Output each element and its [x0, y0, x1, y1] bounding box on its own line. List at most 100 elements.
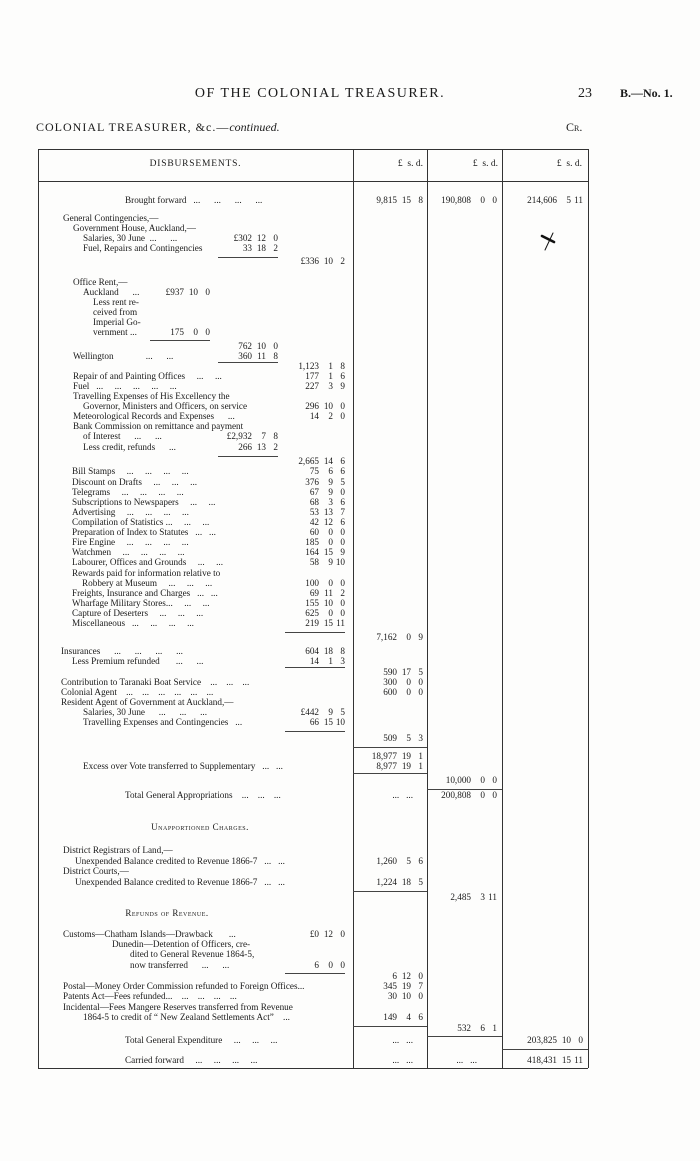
pence: 9: [418, 632, 423, 642]
pence: 0: [492, 775, 497, 785]
amount-outer: 1,123 1 8: [298, 361, 345, 371]
pounds: 18,977: [371, 751, 397, 761]
row-label: Miscellaneous ... ... ... ...: [72, 618, 194, 628]
pounds: 590: [383, 667, 397, 677]
pounds: 9,815: [376, 195, 397, 205]
row-label: Advertising ... ... ... ...: [72, 507, 189, 517]
pounds: 762: [238, 341, 252, 351]
pence: 7: [418, 981, 423, 991]
pence: 0: [205, 287, 210, 297]
shillings: 0: [480, 775, 485, 785]
row-label: Compilation of Statistics ... ... ...: [72, 517, 210, 527]
row-label: Fuel ... ... ... ... ...: [73, 381, 177, 391]
pounds: 203,825: [527, 1035, 557, 1045]
amount-outer: 66 15 10: [310, 717, 345, 727]
shillings: 19: [401, 761, 411, 771]
amount-outer: 42 12 6: [310, 517, 345, 527]
shillings: 17: [401, 667, 411, 677]
shillings: 10: [256, 341, 266, 351]
row-label: Travelling Expenses and Contingencies ..…: [83, 717, 243, 727]
column-divider-3: [502, 149, 503, 1068]
row-label: Incidental—Fees Mangere Reserves transfe…: [63, 1002, 293, 1012]
pence: 8: [340, 646, 345, 656]
pence: 0: [418, 677, 423, 687]
pence: 0: [205, 327, 210, 337]
caption-text: COLONIAL TREASURER, &c.—: [36, 120, 230, 134]
row-label: vernment ...: [93, 327, 137, 337]
pounds: 7,162: [376, 632, 397, 642]
pence: 1: [492, 1023, 497, 1033]
amount-mid: 33 18 2: [243, 243, 278, 253]
column-divider-2: [427, 149, 428, 1068]
shillings: 4: [406, 1012, 411, 1022]
pounds: 185: [305, 537, 319, 547]
amount-mid: 266 13 2: [238, 442, 278, 452]
shillings: 0: [480, 790, 485, 800]
pence: 5: [340, 477, 345, 487]
row-label: Excess over Vote transferred to Suppleme…: [83, 761, 283, 771]
row-label: General Contingencies,—: [63, 213, 159, 223]
shillings: 10: [561, 1035, 571, 1045]
row-label: Less rent re-: [93, 297, 139, 307]
shillings: 13: [256, 442, 266, 452]
shillings: 12: [323, 517, 333, 527]
row-label: District Registrars of Land,—: [63, 845, 173, 855]
row-label: Watchmen ... ... ... ...: [72, 547, 185, 557]
pounds: 14: [309, 411, 319, 421]
row-label: Robbery at Museum ... ... ...: [82, 578, 213, 588]
shillings: 1: [328, 656, 333, 666]
shillings: 6: [328, 466, 333, 476]
page-title: OF THE COLONIAL TREASURER.: [194, 86, 446, 101]
row-label: Colonial Agent ... ... ... ... ... ...: [61, 687, 214, 697]
pounds: £2,932: [226, 431, 252, 441]
pence: 0: [340, 960, 345, 970]
pounds: 68: [309, 497, 319, 507]
shillings: 12: [256, 233, 266, 243]
amount-c1: 30 10 0: [388, 991, 423, 1001]
amount-c3: 418,431 15 11: [527, 1055, 583, 1065]
pence: 0: [418, 971, 423, 981]
row-label: Salaries, 30 June ... ...: [83, 233, 178, 243]
shillings: 0: [406, 687, 411, 697]
amount-c1: 7,162 0 9: [376, 632, 423, 642]
pounds: 6: [392, 971, 397, 981]
pounds: 200,808: [441, 790, 471, 800]
sum-rule: [285, 731, 345, 732]
amount-c2: 532 6 1: [457, 1023, 497, 1033]
sum-rule: [285, 667, 345, 668]
shillings: 3: [328, 497, 333, 507]
pounds: 177: [305, 371, 319, 381]
pounds: 155: [305, 598, 319, 608]
pence: 6: [340, 517, 345, 527]
amount-mid: 360 11 8: [238, 351, 278, 361]
pounds: 10,000: [445, 775, 471, 785]
row-label: Rewards paid for information relative to: [72, 568, 221, 578]
row-label: Imperial Go-: [93, 317, 141, 327]
pounds: 149: [383, 1012, 397, 1022]
pounds: 42: [309, 517, 319, 527]
pence: 0: [340, 929, 345, 939]
pence: 6: [340, 497, 345, 507]
shillings: 13: [323, 507, 333, 517]
leader-dots: ... ...: [456, 1055, 477, 1065]
amount-inner: 175 0 0: [170, 327, 210, 337]
amount-c1: 300 0 0: [383, 677, 423, 687]
pence: 6: [340, 466, 345, 476]
sum-rule: [285, 973, 345, 974]
shillings: 0: [193, 327, 198, 337]
shillings: 9: [328, 487, 333, 497]
row-label: Bill Stamps ... ... ... ...: [72, 466, 189, 476]
pounds: 1,260: [376, 856, 397, 866]
table-right-border: [588, 149, 589, 1068]
shillings: 15: [401, 195, 411, 205]
leader-dots: ... ...: [392, 1055, 413, 1065]
pence: 0: [340, 537, 345, 547]
row-label: dited to General Revenue 1864-5,: [130, 949, 255, 959]
shillings: 18: [401, 877, 411, 887]
amount-c1: 18,977 19 1: [372, 751, 423, 761]
pence: 10: [335, 717, 345, 727]
shillings: 18: [323, 646, 333, 656]
amount-outer: 58 9 10: [310, 557, 345, 567]
row-label: Contribution to Taranaki Boat Service ..…: [61, 677, 250, 687]
